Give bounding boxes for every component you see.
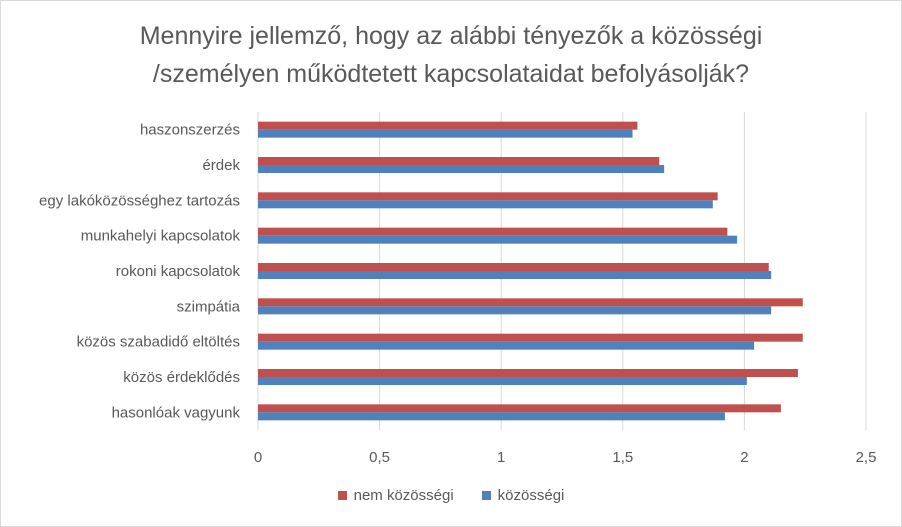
- bar-nem-kozossegi: [258, 333, 803, 342]
- x-tick-label: 1: [497, 449, 505, 466]
- bar-nem-kozossegi: [258, 121, 638, 130]
- category-label: egy lakóközösséghez tartozás: [39, 192, 240, 209]
- bar-kozossegi: [258, 341, 755, 350]
- bar-kozossegi: [258, 412, 725, 421]
- x-tick-label: 0: [254, 449, 262, 466]
- legend-swatch-kozossegi: [481, 491, 491, 500]
- legend-item-kozossegi: közösségi: [481, 487, 565, 504]
- bar-kozossegi: [258, 306, 772, 315]
- bar-kozossegi: [258, 129, 633, 138]
- category-label: munkahelyi kapcsolatok: [81, 228, 241, 245]
- legend-label-kozossegi: közösségi: [497, 487, 565, 504]
- bar-kozossegi: [258, 271, 772, 279]
- bar-nem-kozossegi: [258, 227, 728, 236]
- chart-title-line-1: Mennyire jellemző, hogy az alábbi tényez…: [139, 22, 763, 50]
- bar-kozossegi: [258, 165, 665, 173]
- bar-nem-kozossegi: [258, 298, 803, 307]
- legend-swatch-nem-kozossegi: [337, 491, 347, 500]
- bar-nem-kozossegi: [258, 263, 769, 271]
- bar-kozossegi: [258, 235, 738, 244]
- legend-item-nem-kozossegi: nem közösségi: [337, 487, 454, 504]
- x-tick-label: 0,5: [369, 449, 390, 466]
- x-tick-label: 2,5: [856, 449, 877, 466]
- category-label: szimpátia: [177, 298, 241, 315]
- x-tick-label: 2: [740, 449, 748, 466]
- bar-nem-kozossegi: [258, 192, 718, 201]
- bar-nem-kozossegi: [258, 369, 798, 377]
- bar-nem-kozossegi: [258, 404, 781, 413]
- bar-kozossegi: [258, 200, 713, 209]
- category-label: hasonlóak vagyunk: [112, 404, 241, 421]
- x-tick-label: 1,5: [612, 449, 633, 466]
- legend-label-nem-kozossegi: nem közösségi: [353, 487, 454, 504]
- chart-title-line-2: /személyen működtetett kapcsolataidat be…: [152, 60, 750, 88]
- category-label: érdek: [202, 157, 240, 174]
- bar-kozossegi: [258, 377, 747, 385]
- chart-title: Mennyire jellemző, hogy az alábbi tényez…: [1, 17, 901, 93]
- chart-legend: nem közösségi közösségi: [1, 487, 901, 504]
- category-label: közös érdeklődés: [123, 369, 240, 386]
- category-label: rokoni kapcsolatok: [116, 263, 241, 280]
- category-label: haszonszerzés: [140, 122, 240, 139]
- bar-nem-kozossegi: [258, 157, 660, 165]
- category-label: közös szabadidő eltöltés: [77, 334, 240, 351]
